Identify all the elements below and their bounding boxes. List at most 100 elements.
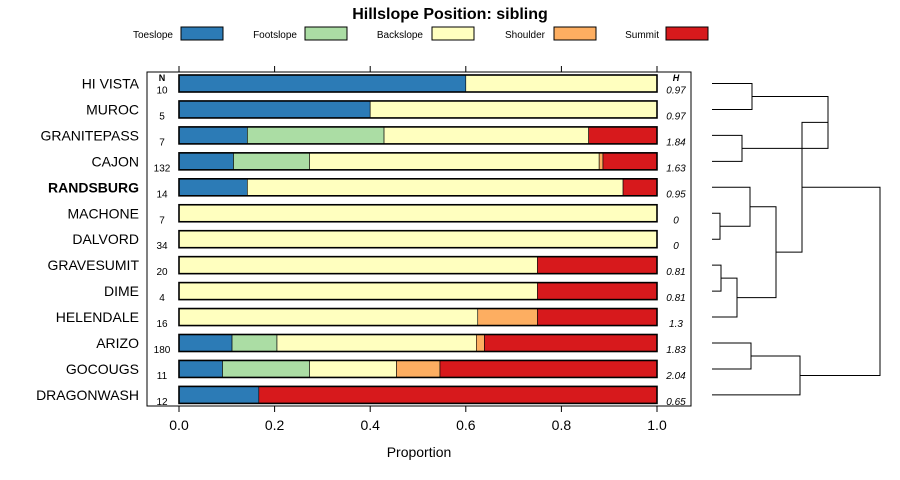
bar-outline [178,229,658,249]
category-label: DALVORD [72,231,139,247]
category-label: DRAGONWASH [36,387,139,403]
legend-swatch-shoulder [553,26,597,41]
bar-segment-backslope [383,126,589,145]
n-value: 10 [156,86,168,97]
bar-segment-toeslope [178,100,371,119]
h-value: 0.65 [666,397,686,408]
bar-segment-backslope [309,152,600,171]
n-value: 7 [159,137,165,148]
bar-outline [178,74,658,93]
category-label: ARIZO [96,335,139,351]
legend-swatch-footslope [304,26,348,41]
bar-segment-toeslope [178,360,223,378]
category-label: HI VISTA [82,76,140,92]
bar-segment-shoulder [396,360,441,378]
h-value: 1.84 [666,137,686,148]
bar-segment-toeslope [178,334,233,352]
h-value: 0.81 [666,267,685,278]
x-tick-label: 0.6 [456,417,476,433]
bar-outline [178,178,658,197]
bar-segment-toeslope [178,178,248,197]
h-value: 0 [673,215,679,226]
legend-label-summit: Summit [625,30,659,41]
n-value: 11 [157,371,168,382]
bar-segment-toeslope [178,152,234,171]
bar-segment-backslope [276,334,477,352]
category-label: MACHONE [67,205,139,221]
n-header: N [159,73,166,83]
bar-segment-summit [439,360,658,378]
category-label: GOCOUGS [66,361,139,377]
dendrogram-branch [737,206,777,299]
bar-segment-shoulder [477,308,538,326]
h-value: 1.3 [669,319,683,330]
bar-segment-footslope [231,334,278,352]
bar-segment-footslope [233,152,310,171]
bar-rows: HI VISTA 10 0.97 MUROC 5 0.97 GRANITEPASS 7 1.84… [36,74,686,408]
x-tick-label: 0.4 [360,417,380,433]
n-value: 20 [156,267,168,278]
n-value: 16 [156,319,168,330]
dendrogram [712,83,881,396]
dendrogram-branch [712,277,738,318]
category-label: HELENDALE [56,309,139,325]
plot-frame [146,71,692,407]
x-tick-label: 0.0 [169,417,189,433]
bar-segment-backslope [178,256,538,274]
bar-segment-toeslope [178,126,248,145]
bar-segment-summit [537,282,658,300]
n-value: 180 [154,345,171,356]
dendrogram-branch [712,186,751,227]
bar-segment-shoulder [476,334,485,352]
bar-segment-backslope [178,308,479,326]
bar-segment-footslope [247,126,385,145]
chart-title: Hillslope Position: sibling [352,6,548,23]
bar-outline [178,385,658,405]
bar-segment-toeslope [178,74,467,93]
n-value: 5 [159,111,165,122]
category-label: GRANITEPASS [40,127,139,143]
dendrogram-branch [712,212,721,240]
bar-segment-shoulder [598,152,604,171]
h-header: H [673,73,680,83]
n-value: 4 [159,293,165,304]
bar-segment-footslope [222,360,310,378]
bar-outline [178,126,658,145]
h-value: 0.97 [666,111,686,122]
bar-segment-backslope [178,204,658,223]
legend-label-backslope: Backslope [377,30,424,41]
bar-outline [178,100,658,119]
legend: Toeslope Footslope Backslope Shoulder Summit [133,26,709,41]
bar-outline [178,255,658,275]
legend-swatch-backslope [431,26,475,41]
legend-label-shoulder: Shoulder [505,30,546,41]
bar-segment-backslope [309,360,397,378]
bar-outline [178,281,658,301]
dendrogram-root [800,186,881,376]
x-tick-label: 0.8 [552,417,572,433]
h-value: 1.83 [666,345,686,356]
category-label: CAJON [92,153,139,169]
bar-segment-backslope [465,74,658,93]
legend-swatch-toeslope [180,26,224,41]
dendrogram-branch [712,342,752,370]
category-label: DIME [104,283,139,299]
n-value: 14 [156,189,168,200]
n-value: 132 [154,163,171,174]
bar-segment-summit [484,334,658,352]
h-value: 0.95 [666,189,686,200]
category-label: GRAVESUMIT [47,257,139,273]
category-label: MUROC [86,101,139,117]
dendrogram-branch [712,355,801,396]
dendrogram-branch [712,83,753,110]
x-tick-label: 0.2 [265,417,285,433]
bar-segment-summit [537,256,658,274]
bar-segment-backslope [247,178,624,197]
x-axis-label: Proportion [387,444,452,460]
n-value: 12 [156,397,168,408]
bar-segment-backslope [369,100,658,119]
bar-outline [178,203,658,223]
x-axis: 0.0 0.2 0.4 0.6 0.8 1.0 [169,66,667,433]
bar-segment-summit [537,308,658,326]
